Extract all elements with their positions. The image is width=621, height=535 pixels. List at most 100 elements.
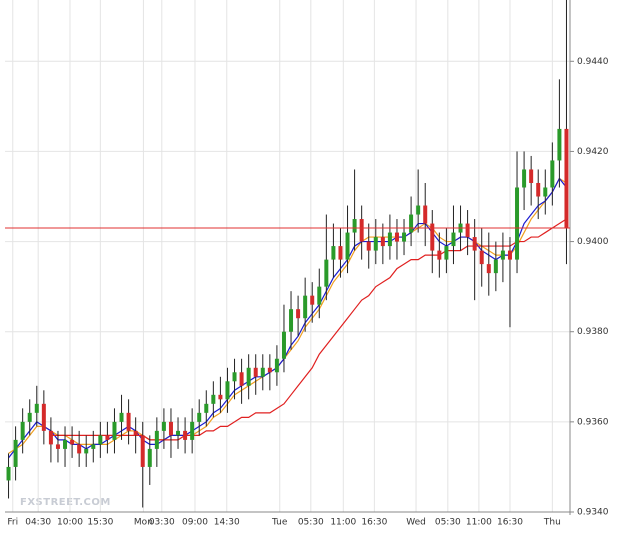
candle-body — [13, 439, 18, 467]
candle-body — [197, 412, 202, 422]
candle-body — [373, 237, 378, 251]
candle-body — [550, 160, 555, 188]
candle-body — [317, 286, 322, 305]
candle-body — [486, 264, 491, 274]
candle-body — [472, 237, 477, 251]
x-tick-label: 16:30 — [361, 518, 387, 528]
candle-body — [274, 358, 279, 373]
candle-body — [416, 205, 421, 215]
candle-body — [27, 412, 32, 422]
candle-body — [564, 128, 569, 229]
candle-body — [296, 309, 301, 319]
candle-body — [267, 367, 272, 373]
x-tick-label: 05:30 — [298, 518, 324, 528]
candle-body — [119, 412, 124, 422]
x-tick-label: Wed — [406, 518, 426, 528]
candle-body — [147, 448, 152, 467]
candle-body — [303, 295, 308, 319]
y-tick-label: 0.9420 — [577, 147, 609, 157]
candle-body — [70, 439, 75, 445]
candle-body — [55, 444, 60, 449]
candle-body — [289, 309, 294, 332]
candle-body — [359, 219, 364, 242]
candle-body — [6, 466, 11, 481]
candle-body — [246, 367, 251, 386]
candle-body — [126, 412, 131, 431]
candle-body — [98, 435, 103, 445]
candle-body — [63, 439, 68, 449]
x-tick-label: 14:30 — [214, 518, 240, 528]
candle-body — [140, 435, 145, 467]
candle-body — [154, 430, 159, 449]
y-tick-label: 0.9380 — [577, 327, 609, 337]
candle-body — [41, 403, 46, 431]
candle-body — [423, 205, 428, 224]
candle-body — [168, 421, 173, 436]
candle-body — [48, 430, 53, 445]
x-tick-label: Fri — [7, 518, 18, 528]
candle-body — [232, 372, 237, 382]
candle-body — [331, 246, 336, 260]
candle-body — [338, 246, 343, 260]
x-tick-label: 03:30 — [149, 518, 175, 528]
x-tick-label: 04:30 — [25, 518, 51, 528]
candle-body — [451, 232, 456, 247]
candle-body — [218, 394, 223, 400]
x-tick-label: Thu — [543, 518, 561, 528]
candle-body — [324, 259, 329, 287]
candle-body — [536, 182, 541, 197]
candle-body — [409, 214, 414, 233]
candle-body — [543, 187, 548, 197]
y-tick-label: 0.9400 — [577, 237, 609, 247]
candle-body — [20, 421, 25, 440]
candle-body — [260, 367, 265, 377]
x-tick-label: 16:30 — [497, 518, 523, 528]
candle-body — [465, 223, 470, 238]
candle-body — [366, 241, 371, 251]
candle-body — [444, 246, 449, 260]
candle-body — [112, 421, 117, 440]
candle-body — [176, 430, 181, 436]
candle-body — [91, 444, 96, 449]
candle-body — [387, 232, 392, 247]
x-tick-label: 11:00 — [466, 518, 492, 528]
candle-body — [557, 128, 562, 161]
candle-body — [529, 169, 534, 183]
candle-body — [430, 223, 435, 251]
x-tick-label: Tue — [271, 518, 288, 528]
candle-body — [239, 372, 244, 386]
candle-body — [380, 237, 385, 247]
candle-body — [190, 421, 195, 440]
candle-body — [34, 403, 39, 413]
watermark: FXSTREET.COM — [20, 497, 111, 508]
candle-body — [479, 250, 484, 265]
x-tick-label: 05:30 — [435, 518, 461, 528]
candle-body — [281, 331, 286, 359]
candle-body — [84, 448, 89, 454]
candle-body — [133, 430, 138, 436]
candle-body — [437, 250, 442, 260]
candle-body — [211, 394, 216, 404]
candle-body — [183, 430, 188, 440]
x-tick-label: 09:00 — [182, 518, 208, 528]
candle-body — [493, 259, 498, 274]
x-tick-label: 15:30 — [87, 518, 113, 528]
candle-body — [225, 381, 230, 400]
candle-body — [345, 232, 350, 260]
candle-body — [522, 169, 527, 188]
candle-body — [105, 435, 110, 440]
candle-body — [204, 403, 209, 413]
x-tick-label: 10:00 — [57, 518, 83, 528]
candle-body — [500, 250, 505, 260]
candle-body — [253, 367, 258, 377]
y-tick-label: 0.9340 — [577, 508, 609, 518]
candle-body — [394, 232, 399, 242]
candle-body — [515, 187, 520, 260]
candle-body — [161, 421, 166, 431]
candle-body — [77, 444, 82, 454]
candle-body — [352, 219, 357, 233]
x-tick-label: 11:00 — [330, 518, 356, 528]
candle-body — [507, 250, 512, 260]
x-tick-label: Mon — [134, 518, 153, 528]
